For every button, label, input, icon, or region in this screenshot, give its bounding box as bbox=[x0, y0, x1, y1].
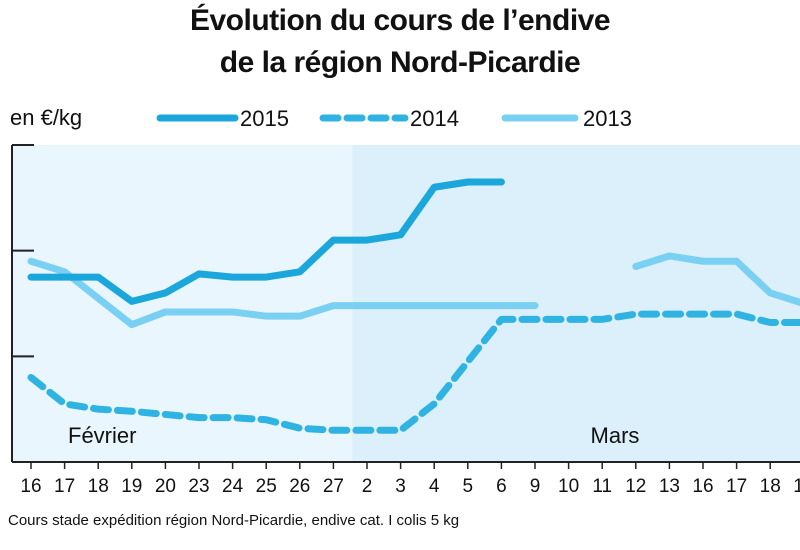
source-note: Cours stade expédition région Nord-Picar… bbox=[8, 512, 460, 529]
x-tick-label: 25 bbox=[256, 476, 277, 497]
x-tick-label: 3 bbox=[395, 476, 406, 497]
series-line-2013 bbox=[27, 257, 539, 329]
x-tick-label: 18 bbox=[760, 476, 781, 497]
y-axis-unit-label: en €/kg bbox=[10, 105, 83, 130]
x-tick-label: 16 bbox=[692, 476, 713, 497]
x-tick-label: 19 bbox=[121, 476, 142, 497]
series-line-2014 bbox=[27, 310, 800, 434]
x-tick-label: 19 bbox=[793, 476, 800, 497]
legend-label-2013: 2013 bbox=[583, 106, 632, 131]
x-tick-label: 26 bbox=[289, 476, 310, 497]
x-tick-label: 5 bbox=[463, 476, 474, 497]
month-label: Février bbox=[68, 423, 136, 448]
x-tick-label: 6 bbox=[496, 476, 507, 497]
panel-fevrier bbox=[12, 145, 353, 462]
chart-title: Évolution du cours de l’endive bbox=[189, 4, 611, 37]
x-tick-label: 20 bbox=[155, 476, 176, 497]
x-tick-label: 16 bbox=[20, 476, 41, 497]
x-tick-label: 4 bbox=[429, 476, 440, 497]
month-label: Mars bbox=[591, 423, 640, 448]
x-tick-label: 13 bbox=[659, 476, 680, 497]
legend-label-2015: 2015 bbox=[240, 106, 289, 131]
x-tick-label: 2 bbox=[362, 476, 373, 497]
x-tick-label: 9 bbox=[530, 476, 541, 497]
x-tick-label: 17 bbox=[54, 476, 75, 497]
x-tick-label: 24 bbox=[222, 476, 244, 497]
chart-subtitle: de la région Nord-Picardie bbox=[219, 46, 581, 79]
x-tick-label: 17 bbox=[726, 476, 747, 497]
x-tick-label: 12 bbox=[625, 476, 646, 497]
x-tick-label: 10 bbox=[558, 476, 579, 497]
series-line-2015 bbox=[27, 178, 505, 305]
x-tick-label: 11 bbox=[592, 476, 612, 497]
x-tick-label: 18 bbox=[88, 476, 109, 497]
x-tick-label: 27 bbox=[323, 476, 344, 497]
series-line-2013 bbox=[632, 252, 800, 306]
x-tick-label: 23 bbox=[188, 476, 209, 497]
legend-label-2014: 2014 bbox=[410, 106, 459, 131]
